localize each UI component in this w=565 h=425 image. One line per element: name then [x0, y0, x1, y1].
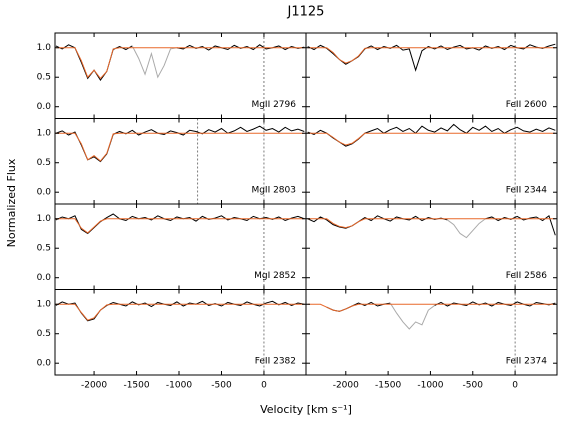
y-axis-label: Normalized Flux	[5, 158, 18, 247]
x-tick-label: -1500	[375, 381, 401, 391]
y-tick-label: 1.0	[37, 214, 52, 224]
y-tick-label: 1.0	[37, 300, 52, 310]
y-tick-label: 0.0	[37, 188, 52, 198]
spectrum-line	[55, 132, 305, 162]
spectrum-line	[55, 218, 305, 234]
panel-label: FeII 2382	[255, 357, 296, 367]
x-tick-label: -1500	[123, 381, 149, 391]
y-tick-label: 0.5	[37, 244, 51, 254]
x-tick-label: 0	[261, 381, 267, 391]
x-axis-label: Velocity [km s⁻¹]	[260, 403, 352, 416]
panel-label: FeII 2600	[506, 100, 548, 110]
x-tick-label: -500	[463, 381, 484, 391]
panel-frame	[305, 289, 558, 376]
spectrum-line	[55, 213, 305, 235]
panel-label: FeII 2374	[506, 357, 548, 367]
x-tick-label: 0	[512, 381, 518, 391]
spectrum-line	[485, 214, 556, 236]
figure-title: J1125	[287, 5, 325, 20]
spectrum-line	[307, 123, 556, 147]
y-tick-label: 1.0	[37, 43, 52, 53]
panel-label: MgII 2796	[251, 100, 296, 110]
panel-label: FeII 2586	[506, 271, 548, 281]
y-tick-label: 0.5	[37, 73, 51, 83]
panel-label: MgII 2803	[251, 186, 296, 196]
spectrum-line	[55, 47, 305, 80]
spectrum-line	[447, 218, 486, 239]
y-tick-label: 0.5	[37, 158, 51, 168]
y-tick-label: 0.0	[37, 359, 52, 369]
x-tick-label: -1000	[417, 381, 443, 391]
y-tick-label: 0.0	[37, 273, 52, 283]
spectrum-line	[55, 303, 305, 321]
spectrum-line	[55, 125, 305, 163]
x-tick-label: -2000	[81, 381, 107, 391]
spectrum-line	[307, 132, 556, 146]
x-tick-label: -2000	[333, 381, 359, 391]
spectrum-line	[389, 302, 435, 330]
x-tick-label: -1000	[166, 381, 192, 391]
x-tick-label: -500	[211, 381, 232, 391]
panel-label: MgI 2852	[254, 271, 296, 281]
spectrum-line	[307, 303, 556, 312]
spectrum-line	[131, 45, 177, 79]
spectrum-line	[55, 44, 133, 82]
y-tick-label: 1.0	[37, 129, 52, 139]
y-tick-label: 0.5	[37, 329, 51, 339]
spectrum-line	[307, 215, 448, 229]
spectrum-line	[307, 218, 556, 229]
panel-label: FeII 2344	[506, 186, 548, 196]
y-tick-label: 0.0	[37, 102, 52, 112]
spectrum-line	[307, 47, 556, 64]
